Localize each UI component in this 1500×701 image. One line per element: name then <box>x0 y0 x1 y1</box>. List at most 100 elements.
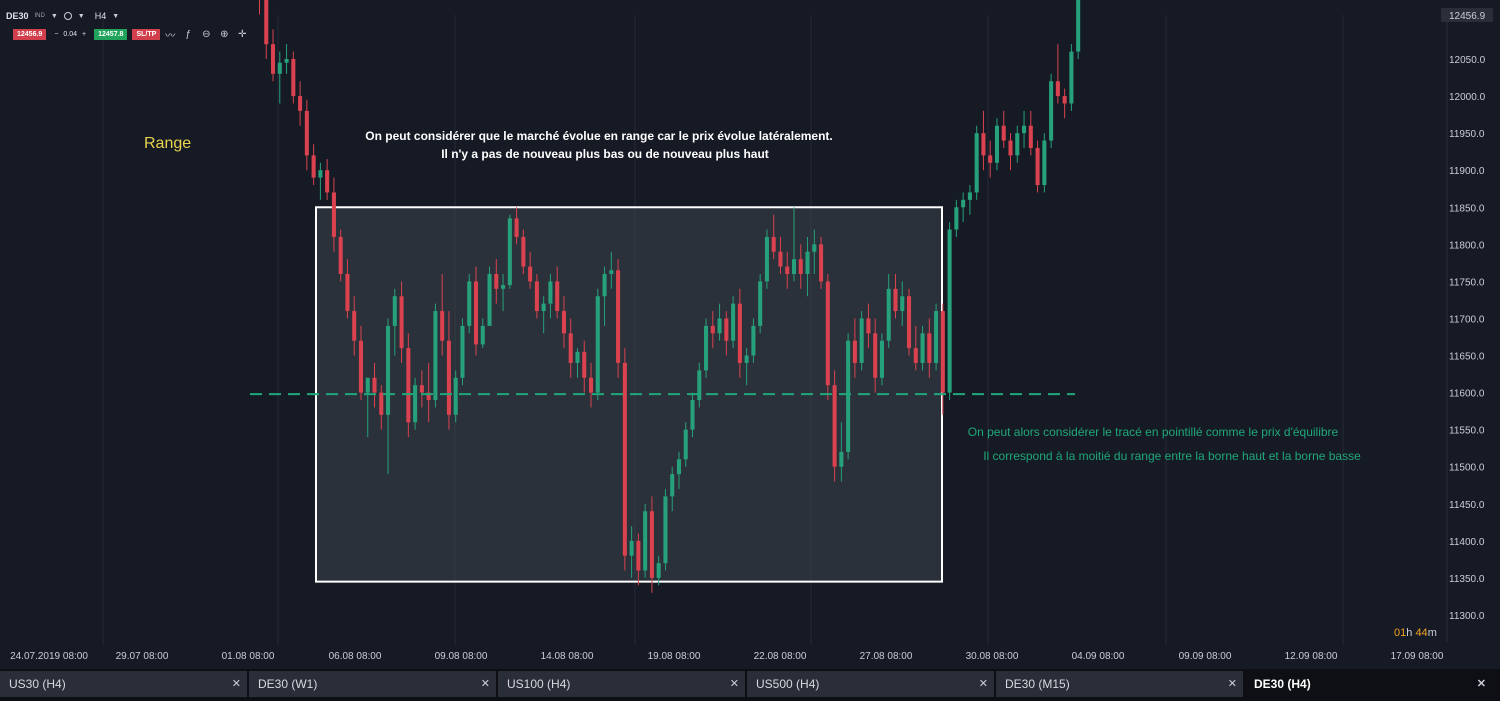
zoom-out-icon[interactable]: ⊖ <box>202 29 211 40</box>
price-chart[interactable]: 12050.0 12000.0 11950.0 11900.0 11850.0 11800… <box>0 0 1500 668</box>
x-tick-label: 17.09 08:00 <box>1391 651 1444 662</box>
chart-area[interactable]: 12050.0 12000.0 11950.0 11900.0 11850.0 11800… <box>0 0 1500 668</box>
equilibrium-note-line-2: Il correspond à la moitié du range entre… <box>983 449 1361 463</box>
zoom-in-icon[interactable]: ⊕ <box>220 29 229 40</box>
candle-body <box>676 459 682 475</box>
candle-body <box>866 318 871 334</box>
timeframe-label[interactable]: H4 <box>94 11 107 21</box>
candle-body <box>988 155 993 163</box>
close-icon[interactable]: ✕ <box>231 678 241 690</box>
tab-label: US30 (H4) <box>9 677 66 691</box>
sltp-button[interactable]: SL/TP <box>132 29 161 40</box>
candle-body <box>947 229 952 393</box>
quantity-value[interactable]: 0.04 <box>63 31 78 38</box>
candle-body <box>710 325 715 334</box>
tab-label: DE30 (M15) <box>1005 677 1070 691</box>
x-tick-label: 09.08 08:00 <box>435 651 488 662</box>
candle-body <box>480 325 485 345</box>
decrease-icon[interactable]: − <box>54 31 59 38</box>
y-tick-label: 11700.0 <box>1449 314 1485 325</box>
tab-de30-w1[interactable]: DE30 (W1) ✕ <box>249 671 496 697</box>
candle-body <box>365 377 370 393</box>
candle-body <box>352 311 357 341</box>
candle-body <box>649 511 654 578</box>
candle-body <box>616 270 621 363</box>
candle-body <box>595 296 600 393</box>
candle-body <box>528 266 533 282</box>
buy-button[interactable]: 12457.8 <box>94 29 128 40</box>
candle-body <box>338 236 343 274</box>
close-icon[interactable]: ✕ <box>1227 678 1237 690</box>
candle-body <box>758 281 763 326</box>
candle-body <box>304 110 309 156</box>
close-icon[interactable]: ✕ <box>729 678 739 690</box>
quantity-stepper[interactable]: − 0.04 + <box>48 31 92 38</box>
candle-body <box>656 563 661 578</box>
indicators-icon[interactable]: ƒ <box>185 29 192 40</box>
close-icon[interactable]: ✕ <box>480 678 490 690</box>
crosshair-icon[interactable]: ✛ <box>238 29 247 40</box>
y-tick-label: 11800.0 <box>1449 240 1485 251</box>
current-price-label: 12456.9 <box>1449 11 1486 22</box>
candle-body <box>1035 147 1040 186</box>
candle-body <box>846 340 851 452</box>
candle-body <box>372 377 377 393</box>
x-tick-label: 19.08 08:00 <box>648 651 701 662</box>
candle-body <box>717 318 722 334</box>
tab-de30-h4[interactable]: DE30 (H4) ✕ <box>1245 671 1492 697</box>
y-tick-label: 12000.0 <box>1449 92 1486 103</box>
tab-us500-h4[interactable]: US500 (H4) ✕ <box>747 671 994 697</box>
price-axis-labels: 12050.0 12000.0 11950.0 11900.0 11850.0 11800… <box>1449 55 1486 622</box>
candle-body <box>507 218 512 286</box>
close-icon[interactable]: ✕ <box>1476 678 1486 690</box>
tab-us30-h4[interactable]: US30 (H4) ✕ <box>0 671 247 697</box>
candle-body <box>994 125 1000 163</box>
trade-toolbar: 12456.9 − 0.04 + 12457.8 SL/TP 〰 ƒ ⊖ ⊕ ✛ <box>13 28 250 42</box>
candle-body <box>974 133 979 193</box>
y-tick-label: 11500.0 <box>1449 463 1485 474</box>
y-tick-label: 11900.0 <box>1449 166 1485 177</box>
candle-body <box>561 311 566 334</box>
candle-body <box>582 351 587 378</box>
chart-tabs: US30 (H4) ✕ DE30 (W1) ✕ US100 (H4) ✕ US500 … <box>0 669 1500 701</box>
candle-body <box>534 281 539 312</box>
candle-body <box>1022 125 1027 134</box>
equilibrium-note-line-1: On peut alors considérer le tracé en poi… <box>968 425 1339 439</box>
time-dropdown-icon[interactable]: ▼ <box>77 12 85 20</box>
clock-icon[interactable] <box>63 12 72 20</box>
candle-body <box>548 281 553 304</box>
close-icon[interactable]: ✕ <box>978 678 988 690</box>
candle-body <box>812 244 817 252</box>
tab-de30-m15[interactable]: DE30 (M15) ✕ <box>996 671 1243 697</box>
symbol-dropdown-icon[interactable]: ▼ <box>50 12 58 20</box>
candle-body <box>805 251 810 274</box>
tab-us100-h4[interactable]: US100 (H4) ✕ <box>498 671 745 697</box>
candle-body <box>873 333 878 378</box>
candle-body <box>798 259 803 274</box>
y-tick-label: 11450.0 <box>1449 500 1485 511</box>
symbol-label[interactable]: DE30 <box>6 11 29 21</box>
candle-body <box>704 325 709 371</box>
candle-body <box>791 259 797 274</box>
candle-body <box>825 281 830 386</box>
candle-body <box>731 303 736 341</box>
candle-body <box>609 270 614 274</box>
x-tick-label: 01.08 08:00 <box>222 651 275 662</box>
x-tick-label: 30.08 08:00 <box>966 651 1019 662</box>
candle-body <box>900 296 905 312</box>
increase-icon[interactable]: + <box>82 31 87 38</box>
candle-body <box>879 340 884 378</box>
x-tick-label: 14.08 08:00 <box>541 651 594 662</box>
candle-body <box>981 133 986 156</box>
candle-body <box>1028 125 1033 148</box>
line-chart-icon[interactable]: 〰 <box>165 31 176 42</box>
candle-body <box>494 273 499 289</box>
timeframe-dropdown-icon[interactable]: ▼ <box>112 12 120 20</box>
candle-body <box>893 288 898 312</box>
sell-button[interactable]: 12456.9 <box>13 29 47 40</box>
candle-body <box>1076 0 1081 52</box>
candle-body <box>460 325 465 378</box>
candle-body <box>1008 140 1013 156</box>
y-tick-label: 11950.0 <box>1449 129 1485 140</box>
candle-body <box>622 362 627 556</box>
